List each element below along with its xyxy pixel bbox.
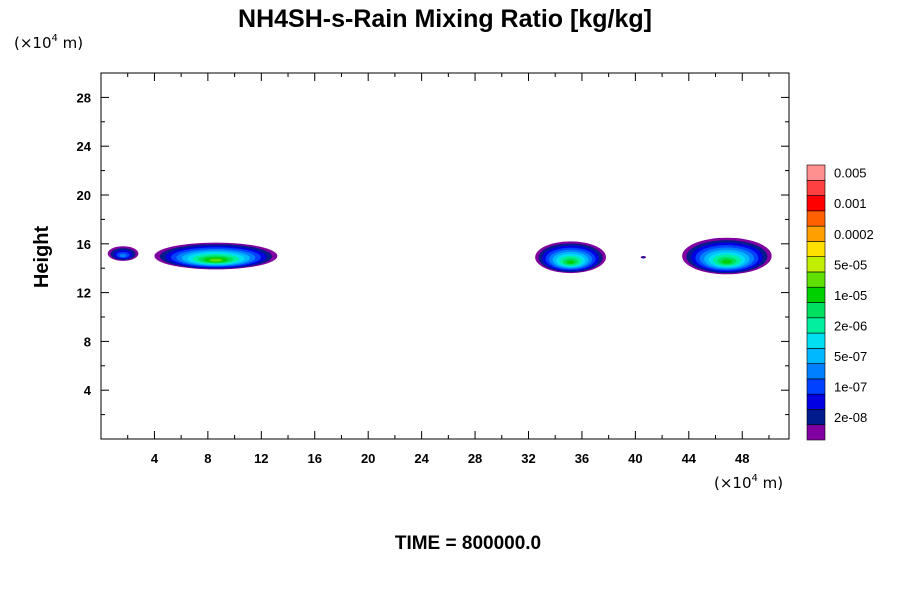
mixing-ratio-cloud bbox=[682, 237, 772, 275]
colorbar-swatch bbox=[806, 195, 826, 212]
y-tick-label: 16 bbox=[77, 237, 91, 252]
x-scale-label: (×104 m) bbox=[714, 473, 783, 492]
colorbar-label: 1e-05 bbox=[834, 288, 867, 303]
colorbar-label: 5e-07 bbox=[834, 349, 867, 364]
x-axis: 4 8 12 16 20 24 28 32 36 40 44 48 bbox=[127, 73, 770, 466]
colorbar-swatch bbox=[806, 363, 826, 380]
x-tick-label: 36 bbox=[575, 451, 589, 466]
mixing-ratio-cloud bbox=[640, 256, 647, 259]
mixing-ratio-cloud bbox=[154, 242, 278, 270]
y-scale-label: (×104 m) bbox=[14, 33, 83, 52]
time-label: TIME = 800000.0 bbox=[395, 533, 541, 554]
colorbar-label: 2e-08 bbox=[834, 410, 867, 425]
y-tick-label: 28 bbox=[77, 90, 91, 105]
y-tick-label: 12 bbox=[77, 286, 91, 301]
x-tick-label: 40 bbox=[628, 451, 642, 466]
x-tick-label: 28 bbox=[468, 451, 482, 466]
mixing-ratio-cloud bbox=[535, 241, 606, 274]
colorbar-swatch bbox=[806, 317, 826, 334]
y-axis-label: Height bbox=[31, 226, 53, 289]
y-tick-label: 20 bbox=[77, 188, 91, 203]
x-tick-label: 20 bbox=[361, 451, 375, 466]
y-tick-label: 24 bbox=[77, 139, 92, 154]
x-tick-label: 12 bbox=[254, 451, 268, 466]
colorbar-swatch bbox=[806, 286, 826, 303]
colorbar-swatch bbox=[806, 164, 826, 181]
x-tick-label: 16 bbox=[308, 451, 322, 466]
colorbar-swatch bbox=[806, 393, 826, 410]
colorbar-label: 0.005 bbox=[834, 166, 867, 181]
y-tick-label: 4 bbox=[84, 383, 92, 398]
colorbar: 2e-08 1e-07 5e-07 2e-06 1e-05 5e-05 0.0002 0.00… bbox=[806, 164, 874, 441]
contour-level bbox=[566, 260, 575, 264]
contour-level bbox=[641, 256, 645, 259]
colorbar-swatch bbox=[806, 179, 826, 196]
x-tick-label: 48 bbox=[735, 451, 749, 466]
x-tick-label: 44 bbox=[682, 451, 697, 466]
contour-level bbox=[209, 258, 223, 262]
colorbar-swatch bbox=[806, 302, 826, 319]
colorbar-swatch bbox=[806, 256, 826, 273]
colorbar-swatch bbox=[806, 241, 826, 257]
mixing-ratio-cloud bbox=[107, 246, 139, 261]
colorbar-label: 5e-05 bbox=[834, 257, 867, 272]
colorbar-swatch bbox=[806, 271, 826, 288]
contour-level bbox=[721, 259, 733, 264]
colorbar-swatch bbox=[806, 424, 826, 441]
colorbar-swatch bbox=[806, 348, 826, 364]
contour-level bbox=[119, 253, 127, 258]
colorbar-label: 2e-06 bbox=[834, 318, 867, 333]
y-axis: 4 8 12 16 20 24 28 bbox=[77, 90, 789, 416]
colorbar-swatch bbox=[806, 409, 826, 426]
colorbar-swatch bbox=[806, 210, 826, 227]
x-tick-label: 8 bbox=[204, 451, 211, 466]
colorbar-swatch bbox=[806, 332, 826, 349]
x-tick-label: 4 bbox=[151, 451, 159, 466]
y-tick-label: 8 bbox=[84, 334, 91, 349]
colorbar-swatch bbox=[806, 378, 826, 395]
plot-frame bbox=[100, 72, 790, 440]
colorbar-label: 1e-07 bbox=[834, 380, 867, 395]
x-tick-label: 32 bbox=[521, 451, 535, 466]
plot-data bbox=[107, 237, 772, 275]
chart-title: NH4SH-s-Rain Mixing Ratio [kg/kg] bbox=[238, 5, 652, 33]
colorbar-label: 0.001 bbox=[834, 196, 867, 211]
colorbar-label: 0.0002 bbox=[834, 227, 874, 242]
colorbar-swatch bbox=[806, 225, 826, 242]
x-tick-label: 24 bbox=[414, 451, 429, 466]
